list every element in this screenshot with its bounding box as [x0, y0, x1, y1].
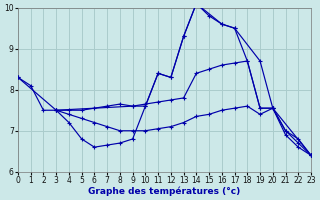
X-axis label: Graphe des températures (°c): Graphe des températures (°c): [88, 186, 241, 196]
